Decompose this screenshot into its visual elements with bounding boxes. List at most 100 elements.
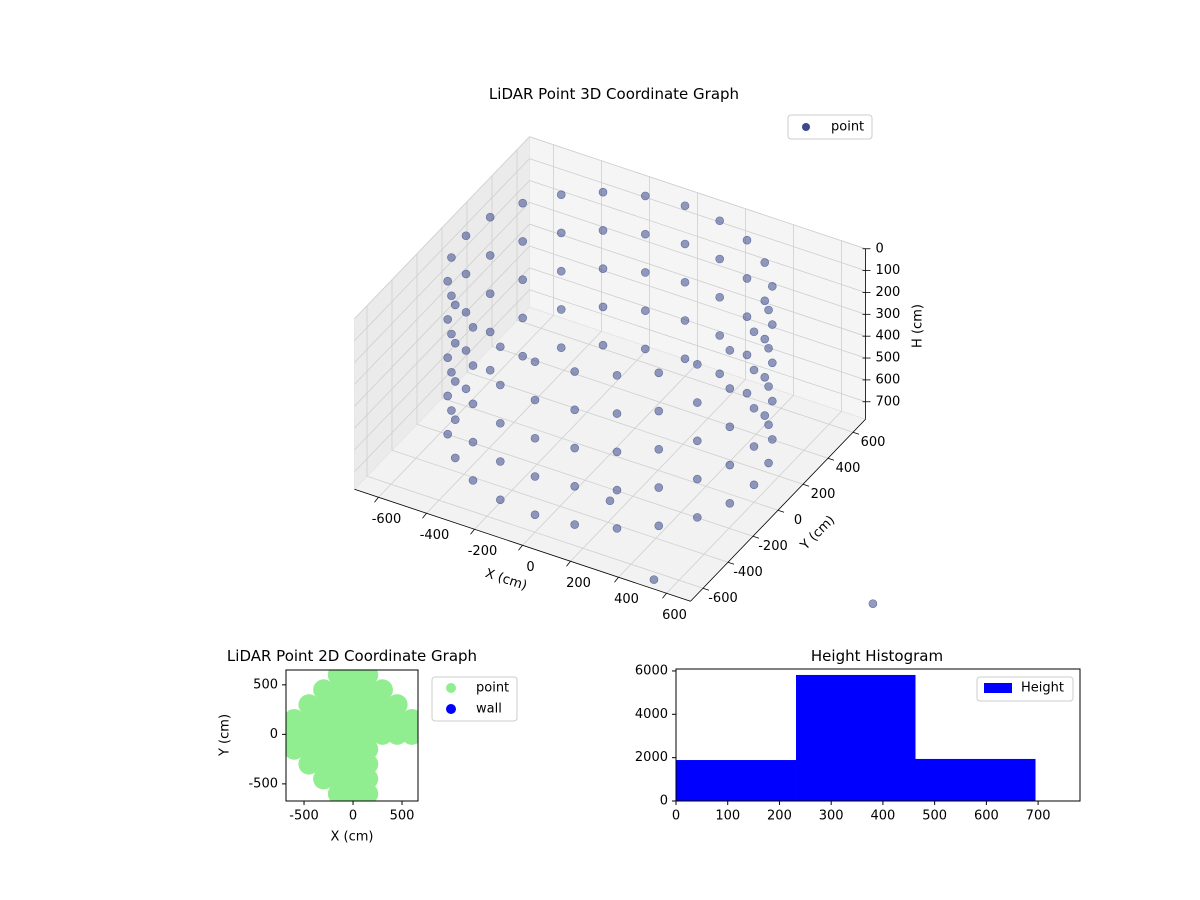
point: [612, 447, 622, 457]
point: [461, 307, 471, 317]
point: [715, 254, 725, 264]
chart-title: Height Histogram: [811, 647, 943, 665]
point: [461, 231, 471, 241]
grid-line: [529, 223, 866, 337]
x-tick-label: 500: [922, 809, 947, 824]
point: [461, 346, 471, 355]
point: [570, 405, 580, 415]
point: [450, 415, 460, 425]
tick-mark: [852, 431, 860, 435]
point: [598, 264, 608, 273]
bar: [796, 674, 916, 801]
point: [518, 237, 528, 246]
point: [443, 391, 453, 401]
x-tick-label: 200: [767, 809, 792, 824]
point: [692, 360, 702, 369]
point: [640, 229, 650, 239]
point: [518, 275, 528, 284]
legend-marker: [984, 683, 1012, 693]
point: [654, 444, 664, 454]
point: [357, 753, 379, 775]
point: [680, 239, 690, 249]
point: [654, 368, 664, 378]
point: [570, 520, 580, 529]
point: [760, 334, 770, 344]
x-tick-label: 600: [662, 608, 687, 623]
point: [556, 190, 566, 200]
point: [386, 723, 408, 745]
point: [342, 723, 364, 745]
grid-line: [466, 371, 804, 485]
tick-mark: [702, 587, 710, 591]
point: [495, 457, 505, 466]
grid-line: [391, 449, 729, 563]
point: [485, 289, 495, 299]
point: [357, 738, 379, 760]
grid-line: [441, 397, 779, 511]
point: [715, 331, 725, 340]
point: [468, 399, 478, 409]
y-tick-label: 4000: [635, 707, 668, 722]
y-tick-label: -200: [758, 539, 788, 554]
x-tick-label: 400: [871, 809, 896, 824]
point: [767, 282, 777, 291]
point: [342, 768, 364, 790]
point: [725, 422, 735, 432]
point: [767, 320, 777, 329]
point: [468, 437, 478, 447]
point: [530, 395, 540, 405]
point: [760, 296, 770, 306]
grid-line: [354, 136, 530, 320]
point: [447, 253, 456, 262]
point: [450, 338, 460, 348]
point: [530, 433, 540, 443]
grid-line: [529, 245, 866, 359]
bar: [915, 758, 1036, 801]
point: [357, 679, 379, 701]
tick-mark: [752, 535, 760, 539]
legend-label: point: [831, 120, 864, 135]
z-tick-label: 600: [876, 372, 901, 387]
point: [450, 300, 460, 310]
point: [401, 723, 418, 745]
point: [764, 458, 773, 468]
point: [725, 345, 735, 355]
point: [605, 496, 615, 506]
point: [386, 694, 408, 716]
axes-frame: [675, 668, 1081, 802]
grid-line: [516, 319, 854, 433]
chart-title: LiDAR Point 3D Coordinate Graph: [489, 85, 739, 103]
point: [327, 753, 349, 775]
point: [556, 228, 566, 238]
point: [612, 524, 622, 533]
grid-line: [354, 267, 530, 451]
y-tick-label: 600: [861, 435, 886, 450]
point: [612, 409, 622, 418]
point: [570, 443, 580, 453]
point: [386, 709, 408, 731]
legend-label: wall: [476, 702, 502, 717]
tick-mark: [777, 509, 785, 513]
legend-marker: [802, 123, 810, 131]
plot-area: [286, 670, 418, 801]
z-tick-label: 0: [876, 241, 884, 256]
z-tick-label: 100: [876, 263, 901, 278]
tick-mark: [374, 497, 379, 503]
x-tick-label: -500: [289, 809, 319, 824]
point: [767, 435, 777, 444]
point: [342, 738, 364, 760]
tick-mark: [566, 561, 571, 567]
point: [760, 373, 770, 382]
point: [598, 226, 608, 235]
point: [298, 723, 320, 745]
point: [767, 396, 777, 406]
x-tick-label: 100: [715, 809, 740, 824]
point: [342, 709, 364, 731]
point: [313, 723, 335, 745]
point: [342, 679, 364, 701]
point: [298, 753, 320, 775]
point: [749, 327, 759, 337]
point: [450, 377, 460, 386]
point: [450, 453, 460, 463]
tick-mark: [518, 545, 523, 551]
